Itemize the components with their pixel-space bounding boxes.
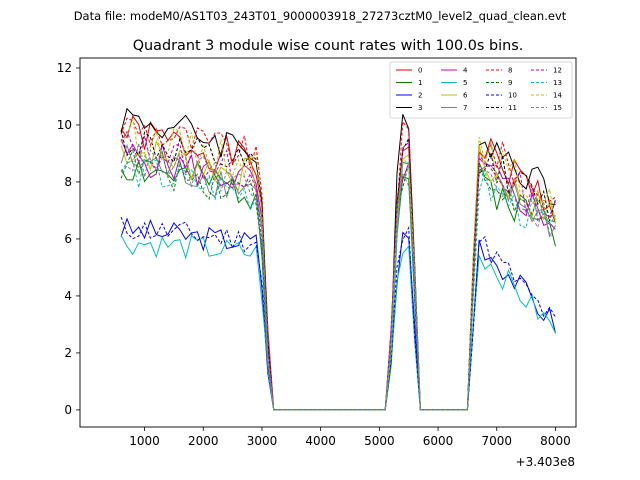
y-tick-label: 0 — [64, 403, 72, 417]
legend-label-4: 4 — [463, 67, 468, 75]
legend-label-1: 1 — [418, 79, 422, 87]
legend-label-0: 0 — [418, 67, 422, 75]
legend-label-11: 11 — [508, 104, 517, 112]
series-line-10 — [120, 216, 556, 411]
x-tick-label: 3000 — [247, 434, 278, 448]
legend-label-8: 8 — [508, 67, 512, 75]
legend-label-10: 10 — [508, 92, 517, 100]
x-tick-label: 8000 — [540, 434, 571, 448]
x-tick-label: 4000 — [305, 434, 336, 448]
series-line-13 — [120, 155, 556, 411]
y-tick-label: 12 — [57, 61, 72, 75]
legend-label-15: 15 — [553, 104, 562, 112]
series-line-0 — [120, 115, 556, 411]
series-line-2 — [120, 217, 556, 411]
y-tick-label: 6 — [64, 232, 72, 246]
legend-label-12: 12 — [553, 67, 562, 75]
series-line-7 — [120, 143, 556, 411]
x-axis-offset-label: +3.403e8 — [516, 455, 575, 469]
legend-label-3: 3 — [418, 104, 422, 112]
chart-title: Quadrant 3 module wise count rates with … — [133, 38, 524, 54]
legend-label-14: 14 — [553, 92, 562, 100]
legend-label-13: 13 — [553, 79, 562, 87]
x-tick-label: 1000 — [129, 434, 160, 448]
legend-label-9: 9 — [508, 79, 512, 87]
legend-label-6: 6 — [463, 92, 468, 100]
legend-label-2: 2 — [418, 92, 422, 100]
x-tick-label: 7000 — [481, 434, 512, 448]
legend-label-7: 7 — [463, 104, 467, 112]
x-tick-label: 5000 — [364, 434, 395, 448]
series-line-12 — [120, 130, 556, 411]
legend-frame — [389, 61, 573, 119]
series-line-6 — [120, 139, 556, 411]
y-tick-label: 2 — [64, 346, 72, 360]
y-tick-label: 4 — [64, 289, 72, 303]
y-tick-label: 10 — [57, 118, 72, 132]
legend-label-5: 5 — [463, 79, 467, 87]
chart-suptitle: Data file: modeM0/AS1T03_243T01_90000039… — [74, 9, 567, 23]
y-tick-label: 8 — [64, 175, 72, 189]
x-tick-label: 2000 — [188, 434, 219, 448]
series-line-15 — [120, 143, 556, 411]
series-line-9 — [120, 148, 556, 411]
x-tick-label: 6000 — [423, 434, 454, 448]
axes-frame — [79, 57, 577, 428]
